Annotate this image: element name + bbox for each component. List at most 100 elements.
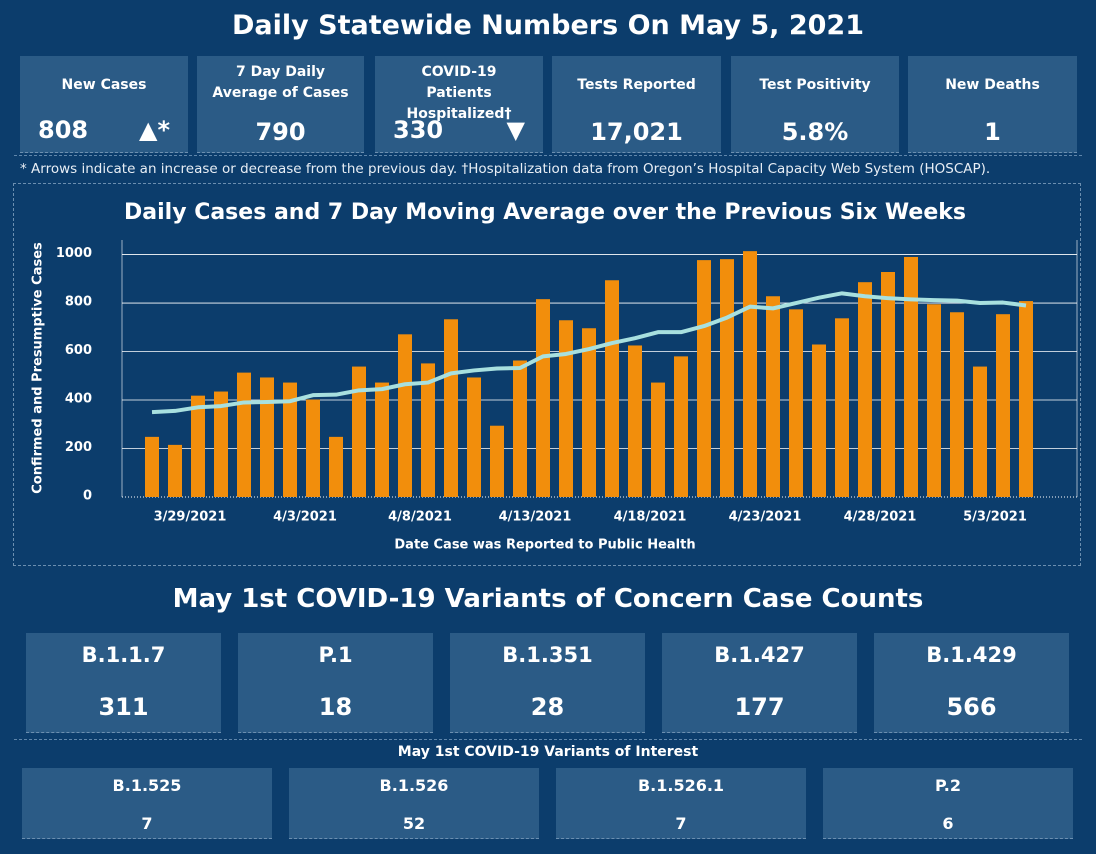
variant-count: 6 xyxy=(942,814,954,833)
x-tick-label: 3/29/2021 xyxy=(154,510,227,525)
variant-card: B.1.526 52 xyxy=(289,768,539,839)
bar xyxy=(191,395,205,497)
kpi-card: Test Positivity 5.8% xyxy=(731,56,899,153)
bar xyxy=(835,318,849,497)
bar xyxy=(329,436,343,497)
bar xyxy=(743,251,757,497)
y-tick-label: 1000 xyxy=(56,246,92,261)
x-tick-label: 4/23/2021 xyxy=(729,510,802,525)
bar xyxy=(421,363,435,497)
variant-count: 7 xyxy=(675,814,687,833)
kpi-label: COVID-19 Patients Hospitalized† xyxy=(406,64,512,122)
bar xyxy=(237,372,251,497)
variant-card: B.1.351 28 xyxy=(450,633,645,733)
chart: Daily Cases and 7 Day Moving Average ove… xyxy=(31,200,1078,553)
bar xyxy=(651,382,665,497)
variant-name: P.2 xyxy=(935,776,961,795)
x-tick-label: 4/13/2021 xyxy=(499,510,572,525)
kpi-card: 7 Day Daily Average of Cases 790 xyxy=(197,56,364,153)
variant-name: P.1 xyxy=(318,643,353,667)
y-tick-label: 200 xyxy=(65,440,92,455)
kpi-label: Test Positivity xyxy=(759,77,871,93)
kpi-value: 808 xyxy=(38,116,89,144)
variant-card: B.1.429 566 xyxy=(874,633,1069,733)
bar xyxy=(352,366,366,497)
bar xyxy=(1019,301,1033,497)
kpi-card: Tests Reported 17,021 xyxy=(552,56,721,153)
variant-name: B.1.427 xyxy=(714,643,805,667)
variant-card: P.2 6 xyxy=(823,768,1073,839)
bar xyxy=(927,304,941,497)
bar xyxy=(375,382,389,497)
y-tick-label: 800 xyxy=(65,295,92,310)
footnote: * Arrows indicate an increase or decreas… xyxy=(20,161,991,177)
y-tick-label: 600 xyxy=(65,343,92,358)
x-tick-label: 4/3/2021 xyxy=(273,510,337,525)
bar xyxy=(582,328,596,497)
bar xyxy=(950,312,964,497)
y-axis-title: Confirmed and Presumptive Cases xyxy=(31,242,46,494)
x-tick-label: 5/3/2021 xyxy=(963,510,1027,525)
bar xyxy=(766,296,780,497)
variant-count: 18 xyxy=(318,693,353,721)
kpi-indicator: ▲* xyxy=(138,116,170,144)
bar xyxy=(904,256,918,497)
bar xyxy=(858,282,872,497)
variant-name: B.1.526.1 xyxy=(637,776,725,795)
bar xyxy=(168,444,182,497)
bar xyxy=(881,272,895,497)
y-tick-label: 400 xyxy=(65,392,92,407)
x-tick-label: 4/28/2021 xyxy=(844,510,917,525)
bar xyxy=(398,334,412,497)
variant-name: B.1.526 xyxy=(379,776,449,795)
bar xyxy=(812,344,826,497)
bar xyxy=(214,391,228,497)
kpi-label: New Cases xyxy=(61,77,147,93)
kpi-value: 790 xyxy=(255,118,306,146)
bar xyxy=(628,345,642,497)
kpi-card: New Deaths 1 xyxy=(908,56,1077,153)
bar xyxy=(674,356,688,497)
x-tick-label: 4/18/2021 xyxy=(614,510,687,525)
bar xyxy=(789,309,803,497)
bar xyxy=(996,314,1010,497)
x-axis-title: Date Case was Reported to Public Health xyxy=(394,538,695,553)
bar xyxy=(444,319,458,497)
bar xyxy=(283,382,297,497)
variant-count: 177 xyxy=(734,693,785,721)
variant-name: B.1.525 xyxy=(112,776,182,795)
kpi-indicator: ▼ xyxy=(506,116,525,144)
kpi-label: 7 Day Daily Average of Cases xyxy=(212,64,349,101)
variant-count: 311 xyxy=(98,693,149,721)
variant-card: B.1.427 177 xyxy=(662,633,857,733)
kpi-card: New Cases 808 ▲* xyxy=(20,56,188,153)
variant-card: B.1.1.7 311 xyxy=(26,633,221,733)
kpi-value: 17,021 xyxy=(590,118,683,146)
variant-name: B.1.351 xyxy=(502,643,593,667)
y-tick-label: 0 xyxy=(83,489,92,504)
bar xyxy=(720,259,734,497)
kpi-value: 1 xyxy=(984,118,1001,146)
bar xyxy=(973,366,987,497)
kpi-label: Tests Reported xyxy=(577,77,696,93)
divider xyxy=(14,155,1082,156)
bar xyxy=(467,377,481,497)
variant-name: B.1.429 xyxy=(926,643,1017,667)
variant-count: 7 xyxy=(141,814,153,833)
bar xyxy=(559,320,573,497)
kpi-value: 5.8% xyxy=(781,118,849,146)
page-title: Daily Statewide Numbers On May 5, 2021 xyxy=(232,10,864,41)
variant-name: B.1.1.7 xyxy=(81,643,166,667)
bar xyxy=(697,260,711,497)
variant-count: 28 xyxy=(530,693,565,721)
variant-card: B.1.526.1 7 xyxy=(556,768,806,839)
chart-panel xyxy=(13,183,1081,566)
chart-title: Daily Cases and 7 Day Moving Average ove… xyxy=(124,200,966,225)
kpi-value: 330 xyxy=(393,116,444,144)
kpi-label: New Deaths xyxy=(945,77,1040,93)
variant-card: B.1.525 7 xyxy=(22,768,272,839)
variant-count: 566 xyxy=(946,693,997,721)
kpi-card: COVID-19 Patients Hospitalized† 330 ▼ xyxy=(375,56,543,153)
bar xyxy=(306,399,320,497)
